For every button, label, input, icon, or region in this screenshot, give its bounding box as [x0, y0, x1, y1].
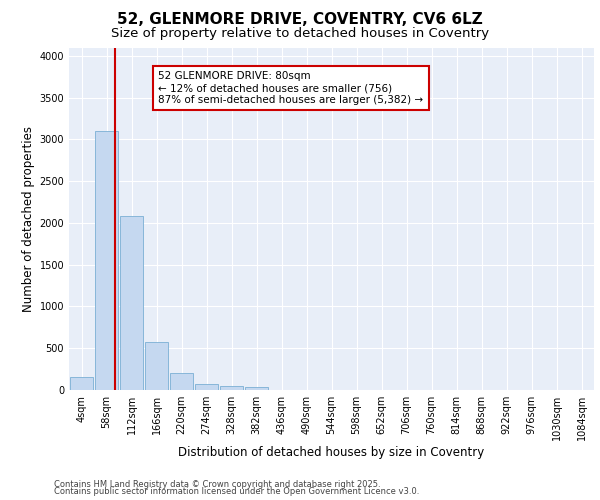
Text: Contains HM Land Registry data © Crown copyright and database right 2025.: Contains HM Land Registry data © Crown c… [54, 480, 380, 489]
Y-axis label: Number of detached properties: Number of detached properties [22, 126, 35, 312]
Bar [195, 384, 218, 390]
Text: Contains public sector information licensed under the Open Government Licence v3: Contains public sector information licen… [54, 487, 419, 496]
Text: 52, GLENMORE DRIVE, COVENTRY, CV6 6LZ: 52, GLENMORE DRIVE, COVENTRY, CV6 6LZ [117, 12, 483, 28]
Bar [70, 378, 93, 390]
X-axis label: Distribution of detached houses by size in Coventry: Distribution of detached houses by size … [178, 446, 485, 458]
Bar [220, 386, 243, 390]
Bar [170, 373, 193, 390]
Bar [120, 216, 143, 390]
Bar [95, 131, 118, 390]
Text: Size of property relative to detached houses in Coventry: Size of property relative to detached ho… [111, 28, 489, 40]
Bar [145, 342, 168, 390]
Bar [245, 387, 268, 390]
Text: 52 GLENMORE DRIVE: 80sqm
← 12% of detached houses are smaller (756)
87% of semi-: 52 GLENMORE DRIVE: 80sqm ← 12% of detach… [158, 72, 424, 104]
